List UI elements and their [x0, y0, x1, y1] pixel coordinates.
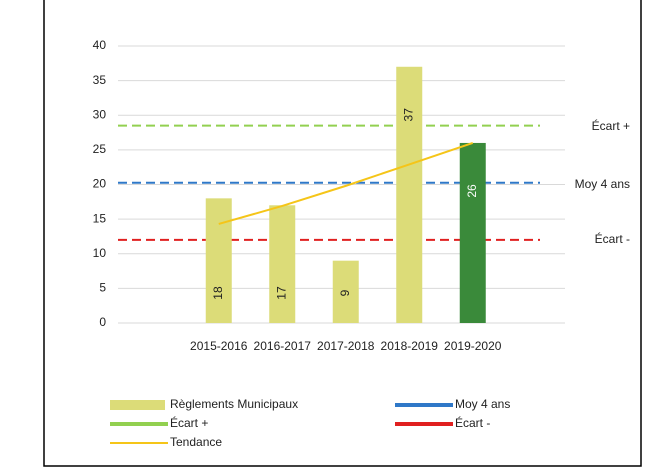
x-tick-label: 2018-2019	[381, 339, 439, 353]
frame	[43, 0, 642, 467]
reference-label: Écart -	[595, 231, 630, 246]
y-tick-label: 0	[99, 315, 106, 329]
y-tick-label: 30	[93, 107, 107, 121]
data-label: 26	[465, 184, 479, 198]
y-tick-label: 25	[93, 142, 107, 156]
x-tick-label: 2015-2016	[190, 339, 248, 353]
y-tick-label: 40	[93, 38, 107, 52]
x-tick-label: 2019-2020	[444, 339, 502, 353]
legend-label: Écart -	[455, 415, 490, 430]
data-label: 37	[401, 108, 415, 122]
y-tick-label: 20	[93, 177, 107, 191]
y-tick-label: 15	[93, 211, 107, 225]
bar	[459, 142, 486, 323]
data-label: 9	[338, 289, 352, 296]
legend-label: Moy 4 ans	[455, 397, 510, 411]
bar	[332, 260, 359, 323]
reference-label: Écart +	[592, 118, 630, 133]
x-tick-label: 2016-2017	[254, 339, 312, 353]
legend-swatch	[110, 400, 165, 410]
legend-label: Tendance	[170, 435, 222, 449]
reference-label: Moy 4 ans	[575, 177, 630, 191]
trend-line	[218, 142, 474, 225]
bar	[396, 66, 423, 324]
bar	[205, 198, 232, 323]
y-tick-label: 10	[93, 246, 107, 260]
data-label: 18	[211, 286, 225, 300]
legend-label: Règlements Municipaux	[170, 397, 298, 411]
data-label: 17	[274, 286, 288, 300]
legend-label: Écart +	[170, 415, 208, 430]
y-tick-label: 35	[93, 73, 107, 87]
x-tick-label: 2017-2018	[317, 339, 375, 353]
y-tick-label: 5	[99, 281, 106, 295]
bar	[269, 205, 296, 323]
